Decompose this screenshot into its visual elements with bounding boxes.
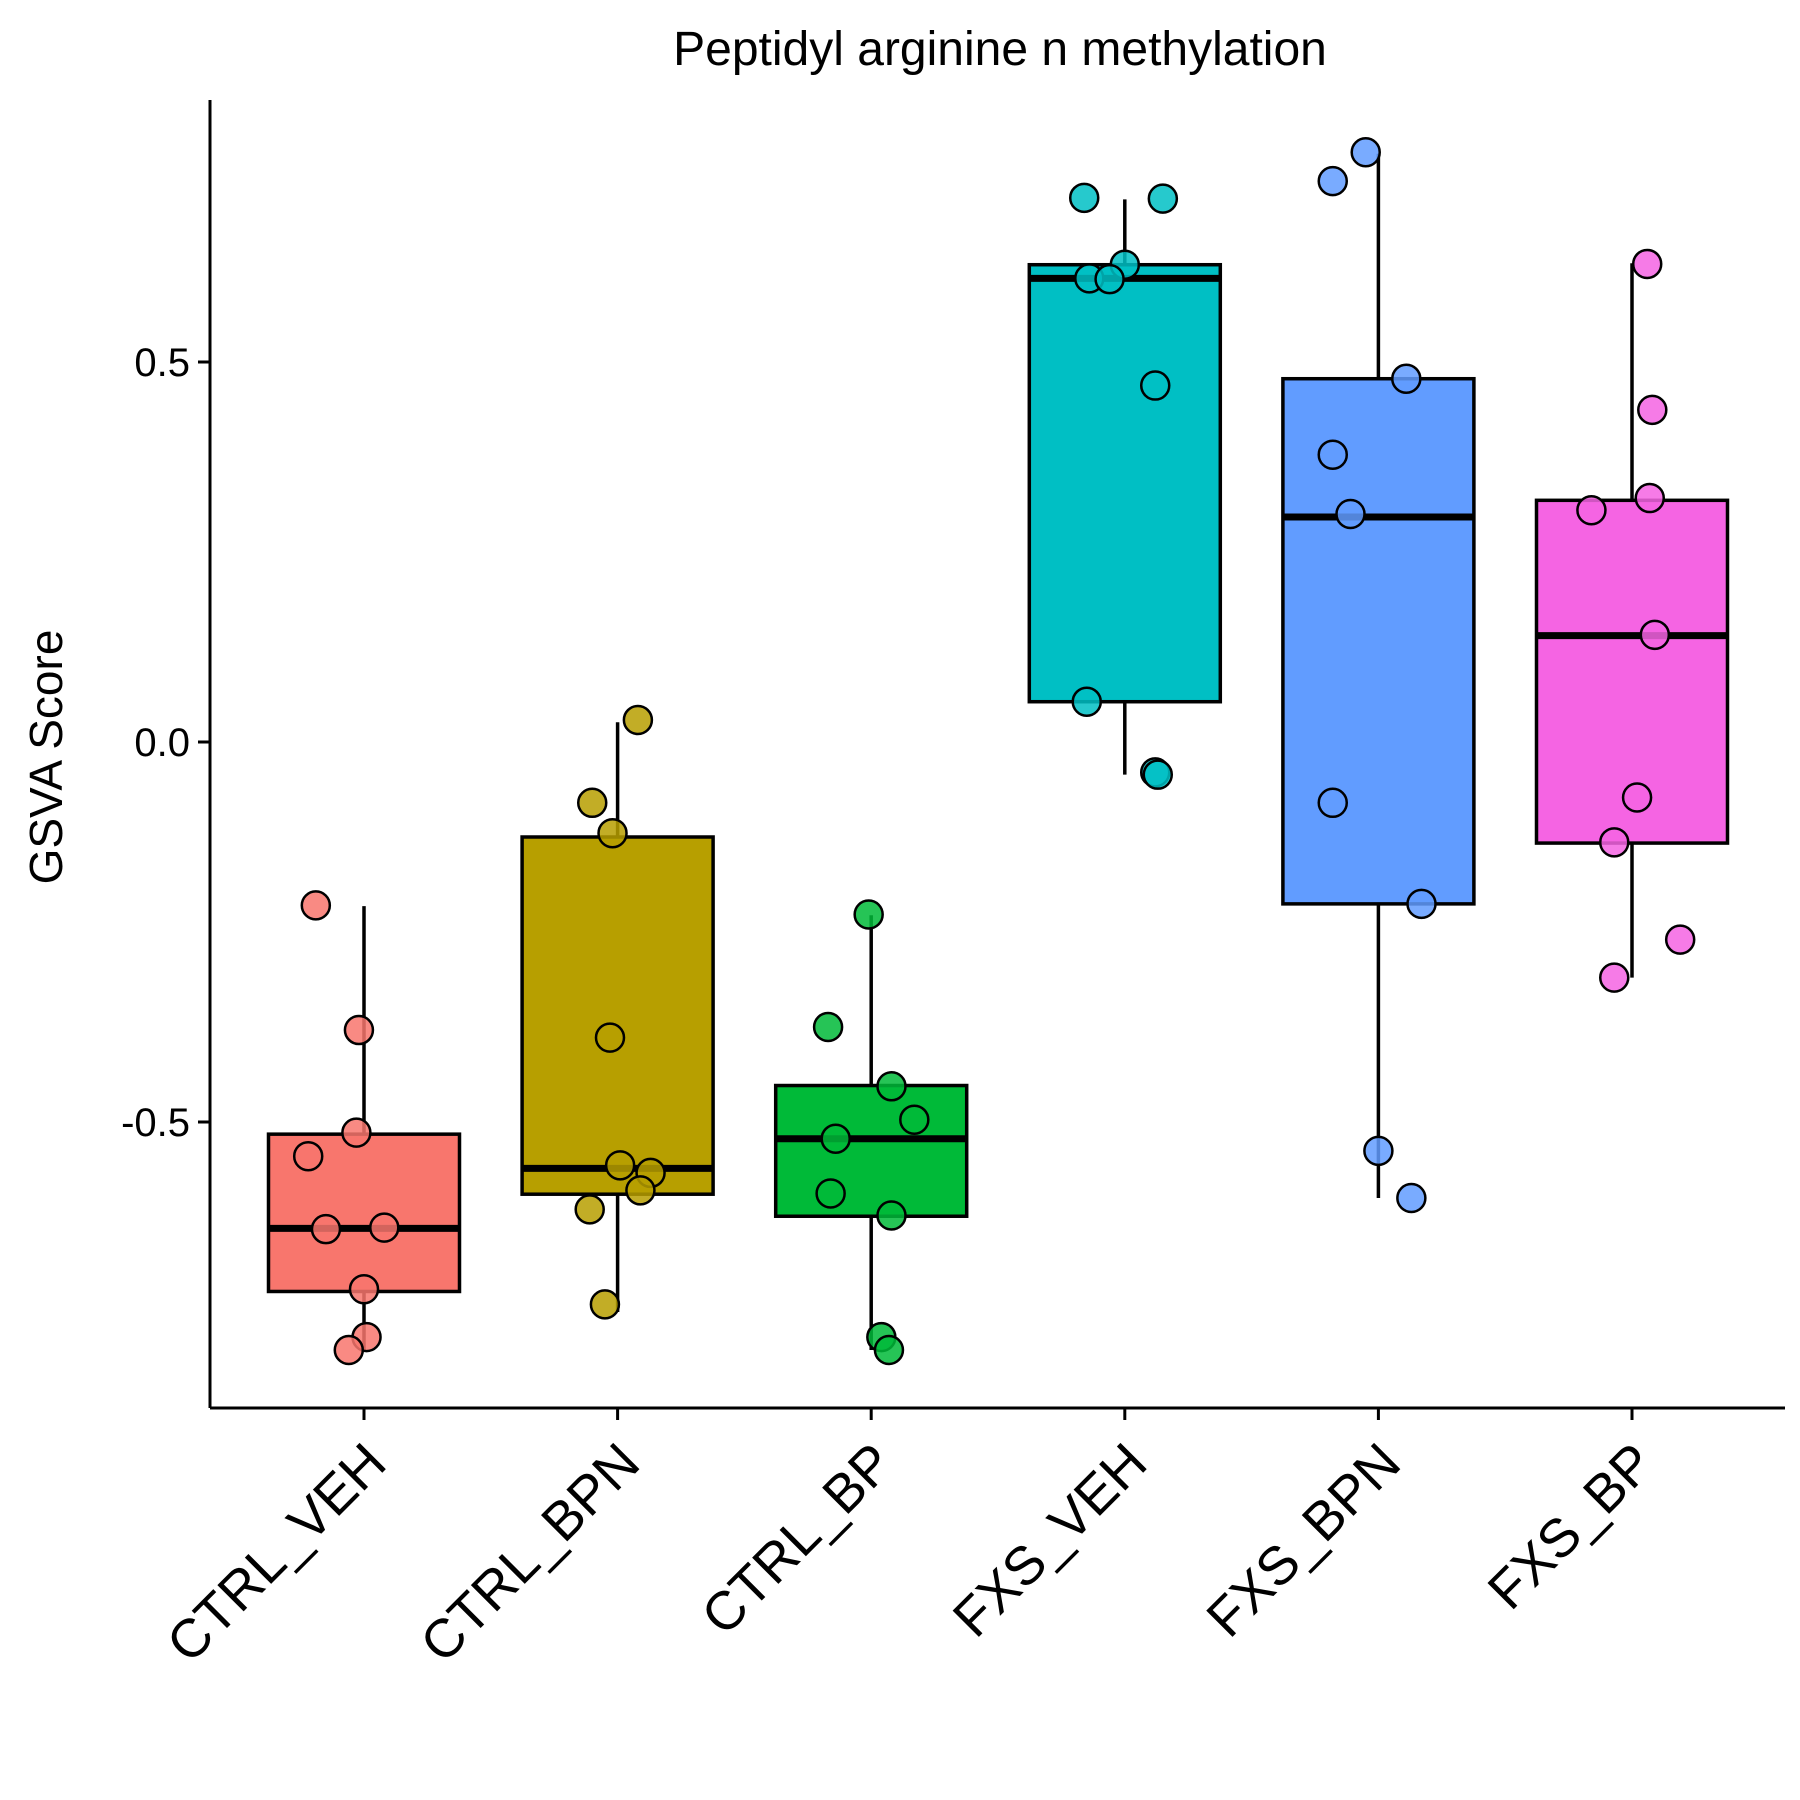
data-point — [1391, 363, 1422, 394]
data-point — [1631, 248, 1663, 280]
data-point — [1576, 494, 1607, 526]
data-point — [333, 1334, 365, 1366]
group-fxs-bp — [1534, 248, 1730, 993]
data-point — [1147, 183, 1179, 214]
x-tick-label: CTRL_VEH — [156, 1432, 398, 1674]
data-point — [1637, 394, 1668, 426]
x-tick-label: CTRL_BPN — [409, 1432, 651, 1674]
data-point — [343, 1014, 375, 1046]
data-point — [873, 1334, 905, 1366]
data-point — [1071, 686, 1103, 717]
group-fxs-veh — [1027, 182, 1223, 790]
chart-title: Peptidyl arginine n methylation — [673, 23, 1327, 76]
data-point — [604, 1150, 636, 1181]
y-tick-label: -0.5 — [121, 1101, 190, 1145]
data-point — [1406, 888, 1437, 920]
data-point — [1639, 619, 1671, 651]
data-point — [1664, 924, 1696, 955]
x-tick-label: FXS_BP — [1477, 1432, 1666, 1621]
data-point — [899, 1104, 930, 1135]
data-point — [622, 704, 654, 736]
data-point — [369, 1212, 400, 1243]
data-point — [1317, 787, 1349, 819]
data-point — [589, 1289, 621, 1320]
group-ctrl-bpn — [520, 704, 715, 1320]
box-ctrl-bp — [773, 1083, 969, 1218]
y-axis-title: GSVA Score — [20, 630, 72, 885]
data-point — [1350, 136, 1381, 168]
data-point — [300, 890, 332, 921]
box-fxs-bpn — [1281, 376, 1476, 906]
data-point — [1139, 370, 1171, 401]
data-point — [1363, 1135, 1394, 1167]
data-point — [1598, 827, 1630, 858]
x-tick-label: CTRL_BP — [690, 1432, 904, 1646]
data-point — [576, 787, 608, 819]
data-point — [1621, 782, 1653, 813]
data-point — [625, 1175, 656, 1206]
plot-area — [266, 136, 1730, 1366]
axes: -0.5 0.0 0.5 CTRL_VEH CTRL_BPN CTRL_BP FXS_VEH… — [121, 100, 1785, 1674]
data-point — [1317, 439, 1349, 470]
y-tick-label: 0.5 — [134, 341, 190, 385]
data-point — [1317, 165, 1349, 197]
data-point — [1598, 962, 1630, 993]
data-point — [812, 1011, 844, 1043]
data-point — [1142, 759, 1174, 790]
data-point — [341, 1117, 372, 1148]
data-point — [820, 1123, 851, 1154]
data-point — [597, 817, 628, 849]
data-point — [348, 1273, 380, 1305]
box-ctrl-bpn — [520, 835, 715, 1196]
data-point — [815, 1178, 846, 1209]
data-point — [876, 1071, 907, 1102]
data-point — [574, 1194, 605, 1225]
data-point — [876, 1200, 907, 1231]
data-point — [594, 1022, 626, 1053]
data-point — [1335, 498, 1366, 530]
data-point — [1094, 263, 1125, 295]
group-ctrl-bp — [773, 899, 969, 1366]
y-tick-label: 0.0 — [134, 721, 190, 765]
group-fxs-bpn — [1281, 136, 1476, 1214]
x-tick-label: FXS_BPN — [1195, 1432, 1411, 1648]
data-point — [292, 1140, 324, 1172]
data-point — [853, 899, 884, 930]
group-ctrl-veh — [266, 890, 462, 1366]
data-point — [1068, 182, 1100, 214]
data-point — [310, 1213, 342, 1245]
data-point — [1634, 482, 1666, 514]
x-tick-label: FXS_VEH — [942, 1432, 1158, 1648]
box-fxs-veh — [1027, 262, 1223, 704]
data-point — [1396, 1182, 1427, 1214]
